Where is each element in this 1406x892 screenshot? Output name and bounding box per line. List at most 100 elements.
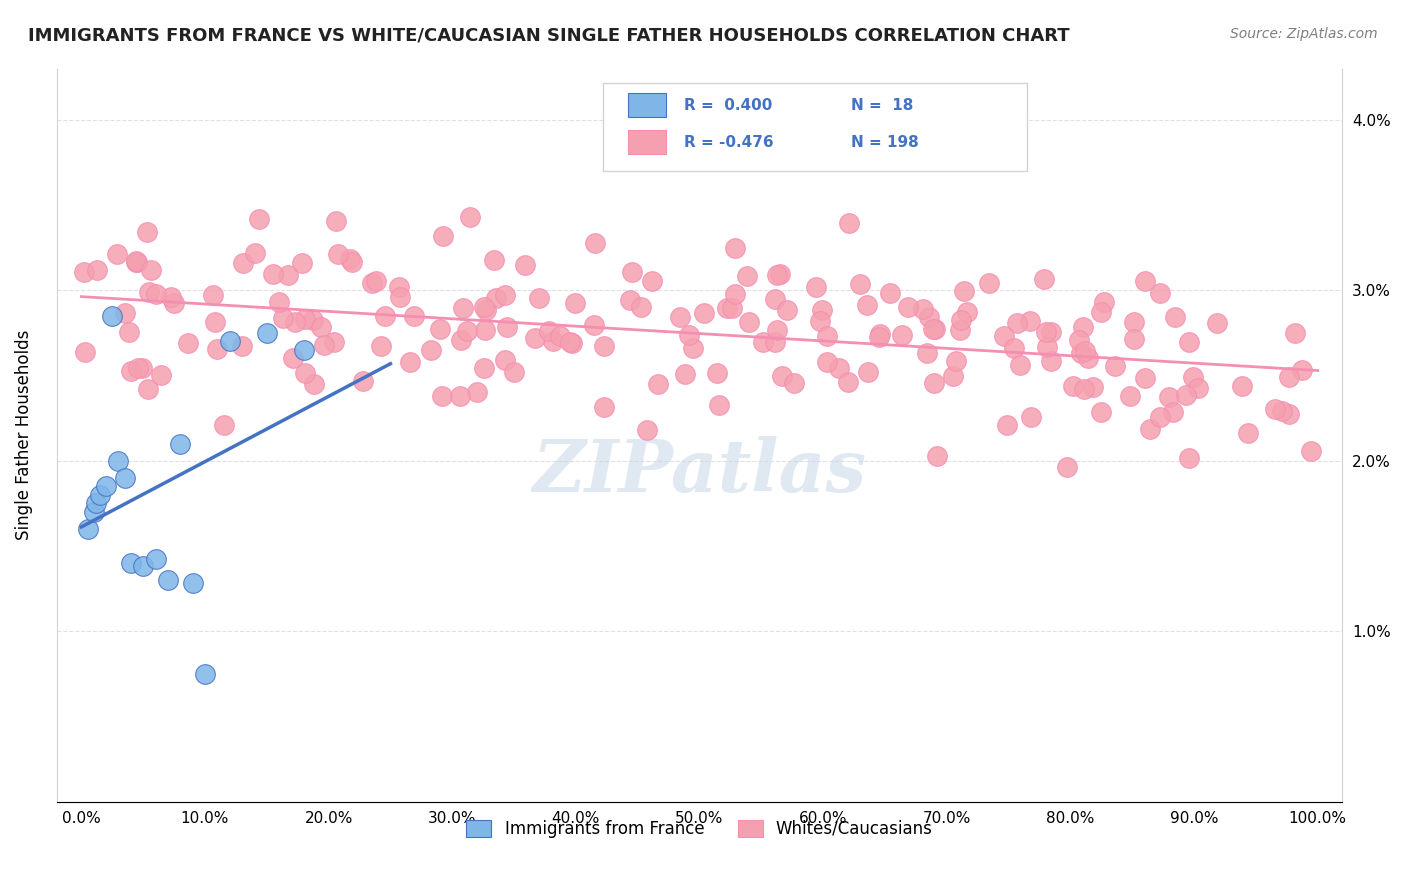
Point (124, 253, 146, 268)
Point (1019, 409, 1042, 424)
Point (450, 333, 472, 347)
Point (827, 361, 849, 376)
Point (370, 338, 392, 352)
Point (911, 301, 934, 316)
Point (1278, 408, 1301, 422)
Point (995, 417, 1018, 432)
Point (114, 471, 136, 485)
Point (942, 368, 965, 383)
Point (388, 290, 411, 304)
Point (849, 277, 872, 291)
Point (619, 293, 641, 307)
Point (1019, 314, 1042, 328)
Point (523, 331, 546, 345)
Point (1157, 390, 1180, 404)
Point (1187, 381, 1209, 395)
Point (162, 296, 184, 310)
Point (1181, 370, 1204, 384)
Point (291, 256, 314, 270)
Point (127, 361, 149, 376)
Point (84, 496, 107, 510)
Point (294, 367, 316, 381)
Point (915, 346, 938, 360)
Point (181, 576, 204, 591)
Point (160, 289, 183, 303)
Point (496, 320, 519, 334)
Point (212, 417, 235, 432)
Point (124, 255, 146, 269)
Point (312, 338, 335, 352)
Point (309, 319, 332, 334)
Point (868, 330, 890, 344)
Point (456, 324, 478, 338)
Point (339, 252, 361, 266)
Point (1067, 333, 1090, 347)
Point (1090, 305, 1112, 319)
Point (593, 400, 616, 414)
Point (465, 385, 488, 400)
Point (482, 252, 505, 267)
Point (207, 343, 229, 357)
FancyBboxPatch shape (603, 83, 1028, 171)
Point (475, 302, 498, 317)
Point (1119, 389, 1142, 403)
Text: R =  0.400: R = 0.400 (685, 98, 772, 113)
Point (538, 324, 561, 338)
Point (706, 366, 728, 380)
Point (993, 329, 1015, 343)
Point (1073, 382, 1095, 396)
Point (953, 284, 976, 298)
Point (94, 479, 117, 493)
Point (1164, 310, 1187, 324)
Point (838, 216, 860, 230)
Point (1040, 353, 1063, 368)
Point (945, 354, 967, 368)
Text: R = -0.476: R = -0.476 (685, 135, 773, 150)
Point (328, 247, 350, 261)
Point (107, 453, 129, 467)
Point (668, 310, 690, 324)
Point (352, 374, 374, 388)
Point (1139, 422, 1161, 436)
Point (138, 382, 160, 396)
FancyBboxPatch shape (627, 93, 666, 117)
Point (647, 376, 669, 391)
Point (132, 559, 155, 574)
Point (620, 265, 643, 279)
Point (432, 229, 454, 244)
Point (1032, 271, 1054, 285)
Point (564, 296, 586, 310)
Point (156, 573, 179, 587)
Point (271, 310, 294, 325)
Point (419, 343, 441, 358)
Point (1177, 334, 1199, 349)
Point (738, 315, 761, 329)
Point (752, 335, 775, 350)
Point (145, 552, 167, 566)
Point (281, 351, 304, 365)
Point (1178, 450, 1201, 465)
Point (770, 368, 793, 383)
Point (73, 265, 96, 279)
Point (735, 268, 758, 283)
Point (485, 291, 508, 305)
FancyBboxPatch shape (627, 129, 666, 153)
Point (494, 288, 516, 302)
Point (256, 326, 278, 340)
Point (922, 322, 945, 336)
Point (284, 315, 307, 329)
Point (808, 314, 831, 328)
Point (269, 295, 291, 310)
Point (204, 316, 226, 330)
Point (1056, 460, 1078, 475)
Point (474, 361, 496, 376)
Point (1271, 403, 1294, 417)
Point (1040, 325, 1063, 339)
Point (76, 522, 98, 536)
Point (83, 505, 105, 519)
Point (202, 287, 225, 301)
Point (855, 298, 877, 312)
Text: IMMIGRANTS FROM FRANCE VS WHITE/CAUCASIAN SINGLE FATHER HOUSEHOLDS CORRELATION C: IMMIGRANTS FROM FRANCE VS WHITE/CAUCASIA… (28, 27, 1070, 45)
Point (131, 361, 153, 376)
Point (366, 274, 388, 288)
